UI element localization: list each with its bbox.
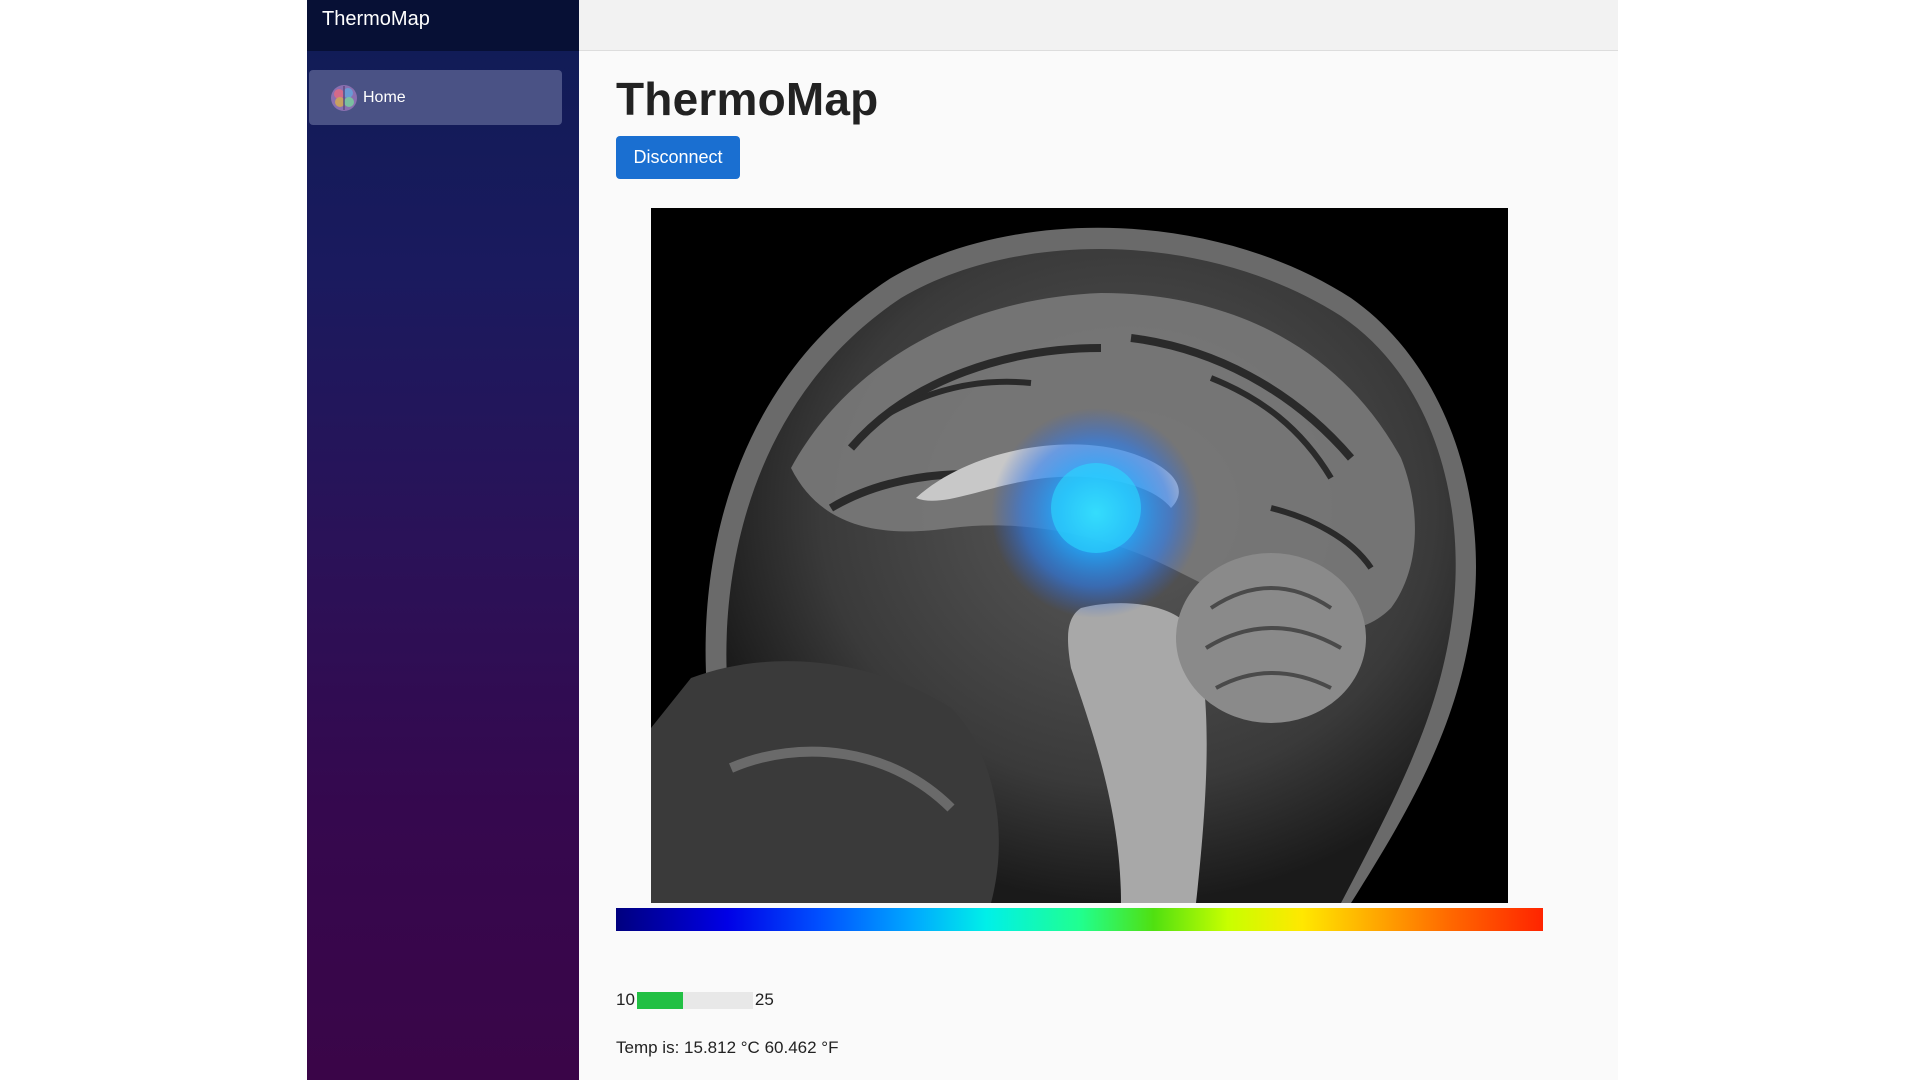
sidebar-item-home[interactable]: Home [309, 70, 562, 125]
temp-fahrenheit: 60.462 °F [764, 1038, 839, 1057]
mri-scan-graphic [651, 208, 1508, 903]
temperature-colorbar [616, 908, 1543, 931]
page-title: ThermoMap [616, 73, 879, 125]
sidebar-brand[interactable]: ThermoMap [307, 0, 579, 51]
range-min-label: 10 [616, 990, 635, 1009]
main-content: ThermoMap Disconnect [579, 0, 1618, 1080]
temperature-progress-bar [636, 991, 753, 1009]
temperature-range: 10 25 [616, 989, 774, 1011]
disconnect-button[interactable]: Disconnect [616, 136, 740, 179]
app-frame: ThermoMap Home ThermoMap Disconnect [307, 0, 1618, 1080]
top-bar [579, 0, 1618, 51]
temperature-readout: Temp is: 15.812 °C 60.462 °F [616, 1038, 838, 1058]
temperature-progress-fill [636, 991, 684, 1009]
temp-prefix: Temp is: [616, 1038, 680, 1057]
range-max-label: 25 [754, 990, 774, 1009]
sidebar-item-label: Home [363, 88, 406, 106]
brain-icon [331, 84, 357, 111]
temp-celsius: 15.812 °C [684, 1038, 760, 1057]
sidebar: ThermoMap Home [307, 0, 579, 1080]
mri-heatmap-image [651, 208, 1508, 903]
